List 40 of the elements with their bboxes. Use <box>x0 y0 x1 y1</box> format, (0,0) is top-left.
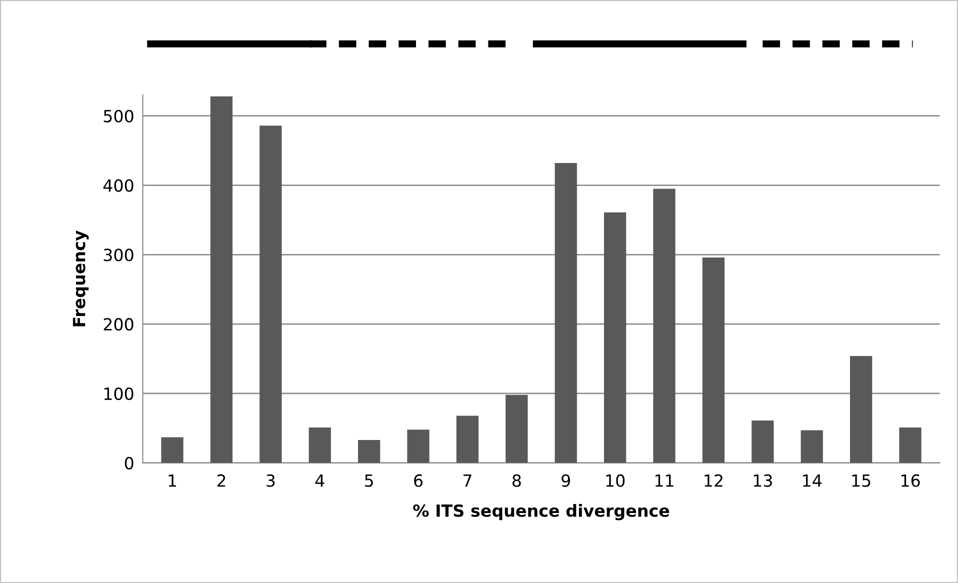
bar <box>752 420 774 463</box>
x-tick-label: 13 <box>754 474 772 487</box>
x-tick-label: 1 <box>168 474 176 487</box>
bar <box>358 440 380 463</box>
y-tick-label: 400 <box>103 179 134 192</box>
bar <box>554 163 577 463</box>
x-tick-label: 8 <box>512 474 521 487</box>
x-tick-label: 11 <box>656 474 674 487</box>
y-tick-label: 200 <box>104 318 134 331</box>
x-axis-title: % ITS sequence divergence <box>413 504 670 520</box>
x-tick-label: 2 <box>217 474 226 487</box>
y-tick-label: 100 <box>104 387 134 400</box>
x-tick-label: 3 <box>266 474 275 487</box>
y-axis-title: Frequency <box>72 230 89 326</box>
x-tick-label: 14 <box>803 474 822 487</box>
x-tick-label: 9 <box>562 474 570 487</box>
x-tick-label: 4 <box>315 474 324 487</box>
x-tick-label: 5 <box>365 474 373 487</box>
bar <box>407 430 430 463</box>
x-tick-label: 10 <box>606 474 625 487</box>
x-tick-label: 6 <box>414 474 423 487</box>
bar <box>653 188 676 463</box>
x-tick-label: 7 <box>464 474 472 487</box>
bar <box>850 356 872 463</box>
bar <box>161 437 184 463</box>
y-tick-label: 300 <box>104 248 134 262</box>
x-tick-label: 15 <box>852 474 870 487</box>
bar <box>604 212 626 463</box>
bar <box>260 126 282 463</box>
x-tick-label: 16 <box>902 474 920 487</box>
bar <box>210 96 233 463</box>
bar <box>702 257 725 463</box>
bar <box>506 394 528 463</box>
y-tick-label: 0 <box>124 456 134 470</box>
bar <box>899 428 922 463</box>
x-tick-label: 12 <box>704 474 722 487</box>
bar <box>800 430 823 463</box>
bar <box>308 428 331 463</box>
y-tick-label: 500 <box>104 110 134 122</box>
bar <box>456 416 479 463</box>
